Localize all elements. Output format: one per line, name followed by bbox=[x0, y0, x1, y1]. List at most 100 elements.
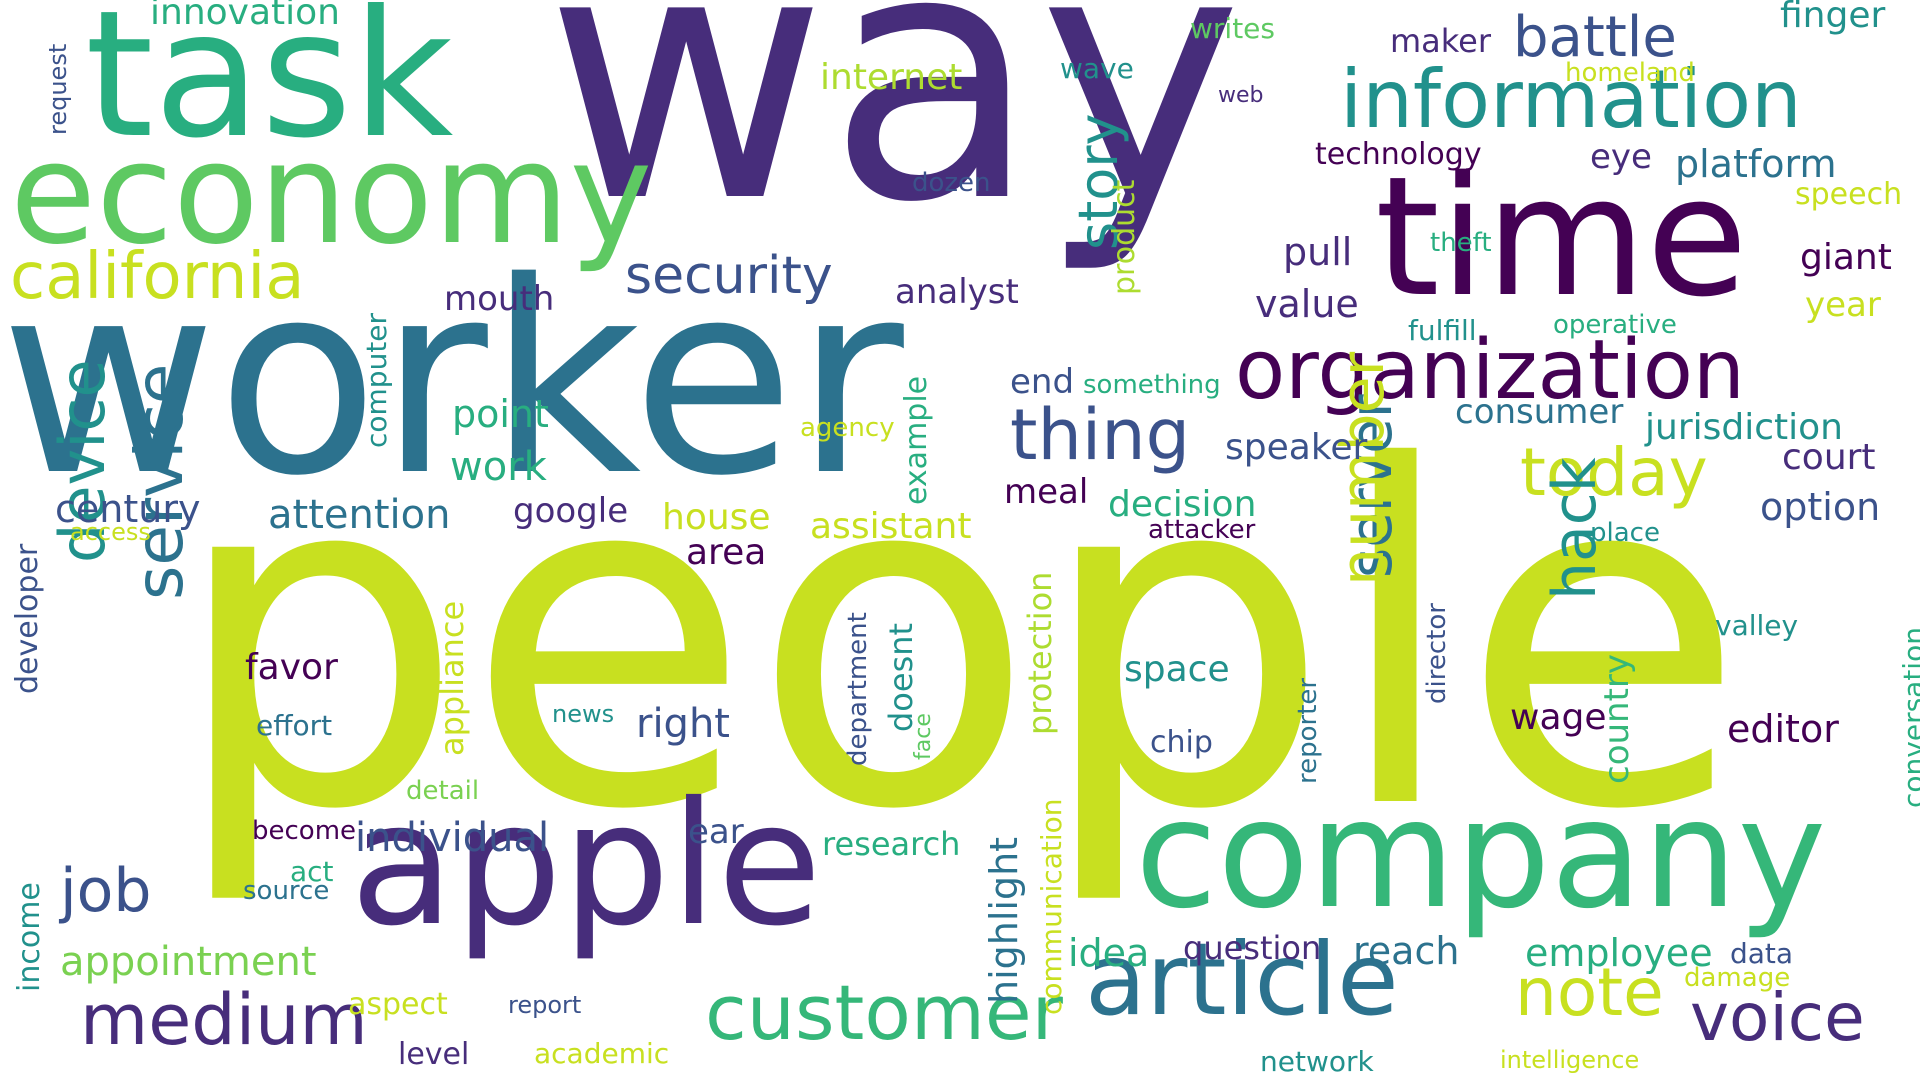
word-example: example bbox=[899, 375, 934, 505]
word-apple: apple bbox=[350, 766, 822, 964]
word-valley: valley bbox=[1715, 609, 1799, 642]
word-california: california bbox=[10, 240, 305, 314]
word-appliance: appliance bbox=[433, 600, 471, 756]
word-note: note bbox=[1515, 954, 1664, 1031]
word-detail: detail bbox=[406, 776, 480, 806]
word-computer: computer bbox=[360, 312, 393, 448]
word-article: article bbox=[1085, 921, 1399, 1038]
word-customer: customer bbox=[705, 968, 1063, 1057]
word-idea: idea bbox=[1068, 931, 1150, 975]
word-area: area bbox=[686, 532, 767, 573]
word-people: people bbox=[170, 369, 1747, 911]
word-employee: employee bbox=[1525, 931, 1713, 975]
word-technology: technology bbox=[1315, 137, 1482, 172]
word-google: google bbox=[513, 491, 629, 531]
word-department: department bbox=[843, 612, 873, 766]
word-court: court bbox=[1782, 437, 1876, 478]
word-communication: communication bbox=[1035, 798, 1068, 1015]
word-finger: finger bbox=[1780, 0, 1886, 36]
word-point: point bbox=[452, 392, 549, 436]
word-time: time bbox=[1375, 141, 1748, 333]
word-question: question bbox=[1183, 929, 1322, 967]
word-company: company bbox=[1135, 768, 1827, 942]
word-consumer: consumer bbox=[1455, 392, 1624, 432]
word-option: option bbox=[1760, 485, 1881, 529]
word-access: access bbox=[70, 518, 151, 546]
word-protection: protection bbox=[1021, 571, 1059, 735]
word-maker: maker bbox=[1390, 22, 1492, 60]
word-platform: platform bbox=[1675, 142, 1837, 186]
word-conversation: conversation bbox=[1897, 627, 1920, 808]
word-fulfill: fulfill bbox=[1408, 314, 1477, 347]
word-research: research bbox=[822, 825, 961, 863]
word-face: face bbox=[911, 713, 936, 760]
word-something: something bbox=[1083, 370, 1221, 400]
word-year: year bbox=[1805, 285, 1881, 325]
word-highlight: highlight bbox=[982, 836, 1026, 1004]
word-eye: eye bbox=[1590, 137, 1652, 177]
word-pull: pull bbox=[1283, 230, 1353, 274]
word-favor: favor bbox=[245, 647, 338, 688]
word-income: income bbox=[12, 882, 47, 992]
word-speech: speech bbox=[1795, 177, 1903, 212]
word-appointment: appointment bbox=[60, 939, 317, 985]
word-agency: agency bbox=[800, 413, 895, 443]
word-giant: giant bbox=[1800, 237, 1892, 278]
word-reporter: reporter bbox=[1293, 677, 1323, 784]
word-dozen: dozen bbox=[912, 168, 991, 198]
word-act: act bbox=[290, 855, 334, 888]
word-director: director bbox=[1422, 603, 1452, 704]
word-century: century bbox=[55, 487, 201, 531]
word-analyst: analyst bbox=[895, 272, 1019, 312]
word-writes: writes bbox=[1190, 12, 1275, 45]
word-news: news bbox=[552, 700, 615, 728]
word-internet: internet bbox=[820, 57, 963, 98]
word-economy: economy bbox=[10, 113, 653, 276]
word-intelligence: intelligence bbox=[1500, 1046, 1640, 1074]
word-value: value bbox=[1255, 282, 1359, 326]
word-data: data bbox=[1730, 937, 1794, 970]
word-number: number bbox=[1328, 351, 1398, 586]
word-reach: reach bbox=[1353, 929, 1460, 973]
word-editor: editor bbox=[1727, 707, 1839, 751]
word-individual: individual bbox=[355, 815, 550, 861]
word-job: job bbox=[60, 856, 152, 926]
word-wage: wage bbox=[1510, 697, 1607, 738]
word-aspect: aspect bbox=[348, 987, 448, 1022]
word-worker: worker bbox=[0, 226, 904, 534]
word-innovation: innovation bbox=[150, 0, 340, 33]
word-attacker: attacker bbox=[1148, 515, 1256, 545]
word-jurisdiction: jurisdiction bbox=[1645, 407, 1843, 448]
word-request: request bbox=[44, 43, 72, 135]
word-effort: effort bbox=[256, 709, 333, 742]
word-chip: chip bbox=[1150, 725, 1213, 760]
word-security: security bbox=[625, 246, 833, 306]
word-product: product bbox=[1107, 179, 1142, 295]
word-attention: attention bbox=[268, 492, 451, 538]
word-source: source bbox=[243, 876, 330, 906]
word-mouth: mouth bbox=[444, 279, 555, 319]
word-medium: medium bbox=[80, 979, 368, 1061]
word-right: right bbox=[636, 701, 730, 747]
word-voice: voice bbox=[1690, 979, 1865, 1056]
word-space: space bbox=[1124, 649, 1230, 690]
word-report: report bbox=[508, 991, 582, 1019]
word-work: work bbox=[450, 444, 547, 490]
word-damage: damage bbox=[1684, 963, 1791, 993]
word-task: task bbox=[85, 0, 454, 177]
word-become: become bbox=[252, 816, 357, 846]
word-operative: operative bbox=[1553, 310, 1677, 340]
word-developer: developer bbox=[10, 543, 45, 694]
word-service: service bbox=[121, 363, 198, 600]
word-level: level bbox=[398, 1037, 470, 1072]
word-today: today bbox=[1520, 434, 1708, 511]
word-speaker: speaker bbox=[1225, 427, 1368, 468]
word-house: house bbox=[662, 497, 771, 538]
word-decision: decision bbox=[1108, 484, 1257, 525]
word-homeland: homeland bbox=[1565, 58, 1695, 88]
word-end: end bbox=[1010, 362, 1075, 402]
word-organization: organization bbox=[1235, 323, 1745, 418]
word-wave: wave bbox=[1060, 52, 1134, 85]
word-battle: battle bbox=[1513, 5, 1677, 70]
